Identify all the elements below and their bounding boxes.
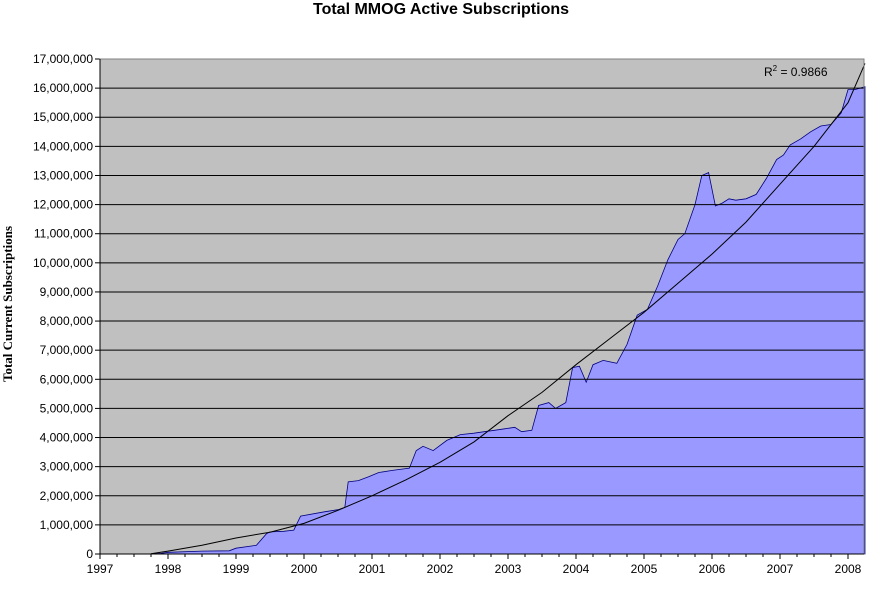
r-squared-annotation: R2 = 0.9866 [764,64,828,79]
x-tick-label: 2002 [427,562,454,576]
y-tick-label: 3,000,000 [40,460,94,474]
y-tick-label: 13,000,000 [33,168,93,182]
y-tick-label: 17,000,000 [33,52,93,66]
x-tick-label: 2006 [699,562,726,576]
y-tick-label: 10,000,000 [33,256,93,270]
x-tick-label: 2005 [631,562,658,576]
x-tick-label: 1997 [87,562,114,576]
trendline [150,63,866,555]
y-tick-label: 8,000,000 [40,314,94,328]
y-tick-label: 9,000,000 [40,285,94,299]
x-tick-label: 1999 [223,562,250,576]
y-tick-label: 7,000,000 [40,343,94,357]
y-tick-label: 12,000,000 [33,198,93,212]
y-tick-label: 1,000,000 [40,518,94,532]
y-tick-label: 6,000,000 [40,372,94,386]
y-tick-label: 14,000,000 [33,139,93,153]
y-tick-label: 15,000,000 [33,110,93,124]
x-tick-label: 2001 [359,562,386,576]
y-tick-label: 11,000,000 [34,227,93,241]
y-tick-label: 16,000,000 [33,81,93,95]
y-tick-label: 0 [86,547,93,561]
x-tick-label: 1998 [155,562,182,576]
y-tick-label: 2,000,000 [40,489,94,503]
y-tick-label: 4,000,000 [40,431,94,445]
x-tick-label: 2000 [291,562,318,576]
x-tick-label: 2007 [767,562,794,576]
x-tick-label: 2003 [495,562,522,576]
x-tick-label: 2008 [835,562,862,576]
y-tick-label: 5,000,000 [40,401,94,415]
chart-title: Total MMOG Active Subscriptions [312,1,570,18]
x-tick-label: 2004 [563,562,590,576]
